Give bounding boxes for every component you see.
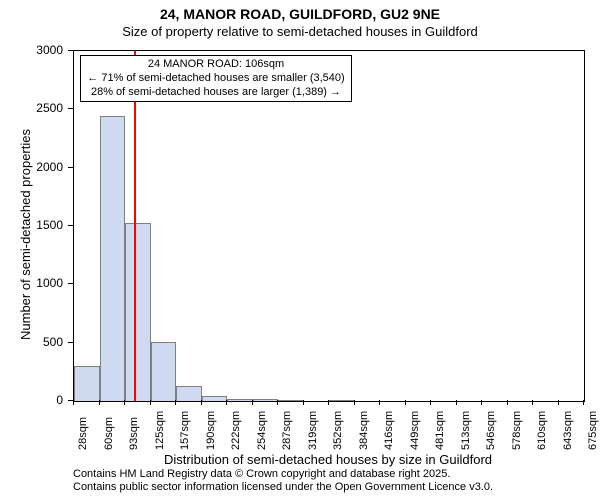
x-tick-label: 513sqm [460,411,472,450]
y-tick-label: 500 [0,335,63,349]
x-tick-label: 125sqm [154,411,166,450]
x-tick-mark [73,400,74,405]
x-tick-label: 384sqm [358,411,370,450]
x-tick-label: 610sqm [536,411,548,450]
footer-line-2: Contains public sector information licen… [73,481,493,494]
y-tick-label: 3000 [0,43,63,57]
histogram-bar [253,399,279,401]
chart-container: 24, MANOR ROAD, GUILDFORD, GU2 9NE Size … [0,0,600,500]
annotation-line-2: ← 71% of semi-detached houses are smalle… [85,72,347,86]
marker-line [134,51,136,401]
x-tick-label: 254sqm [256,411,268,450]
x-tick-mark [379,400,380,405]
x-tick-label: 60sqm [103,417,115,450]
footer-attribution: Contains HM Land Registry data © Crown c… [73,468,493,494]
x-tick-label: 449sqm [409,411,421,450]
y-tick-label: 2500 [0,101,63,115]
histogram-bar [151,342,177,402]
histogram-bar [176,386,202,401]
x-axis-label: Distribution of semi-detached houses by … [73,452,583,467]
x-tick-mark [456,400,457,405]
y-tick-mark [68,167,73,168]
footer-line-1: Contains HM Land Registry data © Crown c… [73,468,493,481]
histogram-bar [227,399,253,401]
x-tick-mark [405,400,406,405]
histogram-bar [329,400,355,401]
annotation-line-3: 28% of semi-detached houses are larger (… [85,86,347,100]
x-tick-mark [583,400,584,405]
y-tick-mark [68,283,73,284]
x-tick-label: 28sqm [77,417,89,450]
y-tick-label: 2000 [0,160,63,174]
histogram-bar [278,400,304,401]
y-tick-mark [68,50,73,51]
x-tick-mark [430,400,431,405]
x-tick-label: 93sqm [128,417,140,450]
annotation-box: 24 MANOR ROAD: 106sqm← 71% of semi-detac… [80,55,352,102]
x-tick-label: 157sqm [179,411,191,450]
y-tick-label: 1500 [0,218,63,232]
x-tick-mark [507,400,508,405]
annotation-line-1: 24 MANOR ROAD: 106sqm [85,58,347,72]
x-tick-label: 481sqm [434,411,446,450]
plot-area [73,50,585,402]
x-tick-label: 352sqm [332,411,344,450]
x-tick-mark [354,400,355,405]
x-tick-label: 578sqm [511,411,523,450]
histogram-bar [125,223,151,402]
y-tick-mark [68,342,73,343]
x-tick-label: 287sqm [281,411,293,450]
x-tick-label: 190sqm [205,411,217,450]
histogram-bar [74,366,100,401]
chart-title: 24, MANOR ROAD, GUILDFORD, GU2 9NE [0,6,600,22]
x-tick-label: 675sqm [587,411,599,450]
x-tick-label: 319sqm [307,411,319,450]
x-tick-mark [303,400,304,405]
x-tick-mark [99,400,100,405]
x-tick-mark [175,400,176,405]
x-tick-label: 546sqm [485,411,497,450]
x-tick-mark [558,400,559,405]
chart-subtitle: Size of property relative to semi-detach… [0,24,600,39]
x-tick-mark [328,400,329,405]
y-tick-label: 0 [0,393,63,407]
x-tick-label: 222sqm [230,411,242,450]
x-tick-mark [226,400,227,405]
x-tick-label: 643sqm [562,411,574,450]
x-tick-mark [124,400,125,405]
x-tick-mark [277,400,278,405]
x-tick-mark [150,400,151,405]
x-tick-mark [532,400,533,405]
y-tick-mark [68,108,73,109]
y-tick-label: 1000 [0,276,63,290]
histogram-bar [202,396,228,401]
histogram-bar [100,116,126,401]
x-tick-mark [252,400,253,405]
x-tick-mark [481,400,482,405]
x-tick-mark [201,400,202,405]
y-tick-mark [68,225,73,226]
x-tick-label: 416sqm [383,411,395,450]
